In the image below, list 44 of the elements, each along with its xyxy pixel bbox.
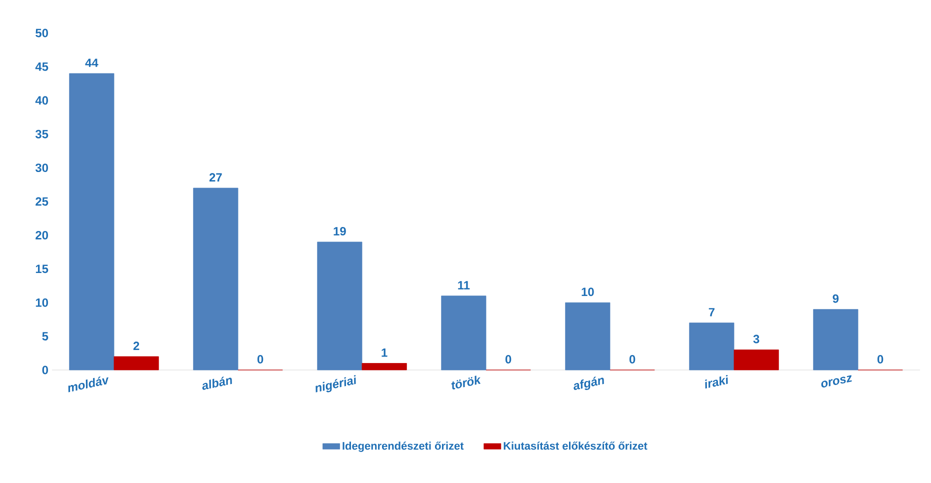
bar <box>362 363 407 370</box>
data-label: 10 <box>582 288 594 296</box>
y-tick-label: 15 <box>36 264 48 274</box>
bar <box>813 309 858 370</box>
x-tick-label: iraki <box>705 374 728 389</box>
data-label: 1 <box>382 348 388 357</box>
y-tick-label: 10 <box>36 298 48 307</box>
bar <box>441 296 486 370</box>
bar <box>317 242 362 370</box>
x-tick-label: afgán <box>574 376 604 390</box>
legend-label: Idegenrendészeti őrizet <box>342 442 464 452</box>
data-label: 11 <box>458 281 470 290</box>
data-label: 0 <box>877 355 884 364</box>
x-tick-label: nigériai <box>316 375 356 392</box>
bar <box>689 322 734 370</box>
data-label: 0 <box>629 355 636 364</box>
data-label: 0 <box>257 355 264 364</box>
y-tick-label: 30 <box>35 164 48 172</box>
data-label: 9 <box>832 294 839 303</box>
bar <box>69 73 114 370</box>
data-label: 0 <box>505 355 512 364</box>
x-tick-label: török <box>451 376 481 390</box>
legend-label: Kiutasítást előkészítő őrizet <box>504 442 648 450</box>
y-tick-label: 35 <box>35 130 48 138</box>
y-tick-label: 25 <box>36 197 48 206</box>
data-label: 3 <box>753 334 760 344</box>
data-label: 19 <box>334 226 346 236</box>
y-tick-label: 45 <box>35 62 48 71</box>
x-tick-label: moldáv <box>68 376 108 392</box>
y-tick-label: 5 <box>42 332 48 340</box>
data-label: 2 <box>133 342 140 350</box>
data-label: 27 <box>209 173 222 182</box>
y-tick-label: 0 <box>42 366 48 374</box>
data-label: 44 <box>85 58 98 67</box>
y-tick-label: 20 <box>36 230 48 240</box>
x-tick-label: orosz <box>821 375 852 388</box>
bar <box>114 356 159 370</box>
y-tick-label: 50 <box>36 28 48 38</box>
y-tick-label: 40 <box>35 96 48 105</box>
x-tick-label: albán <box>202 376 232 390</box>
bar <box>565 302 610 370</box>
data-label: 7 <box>708 308 714 316</box>
bar <box>193 188 238 370</box>
bar <box>734 350 779 370</box>
